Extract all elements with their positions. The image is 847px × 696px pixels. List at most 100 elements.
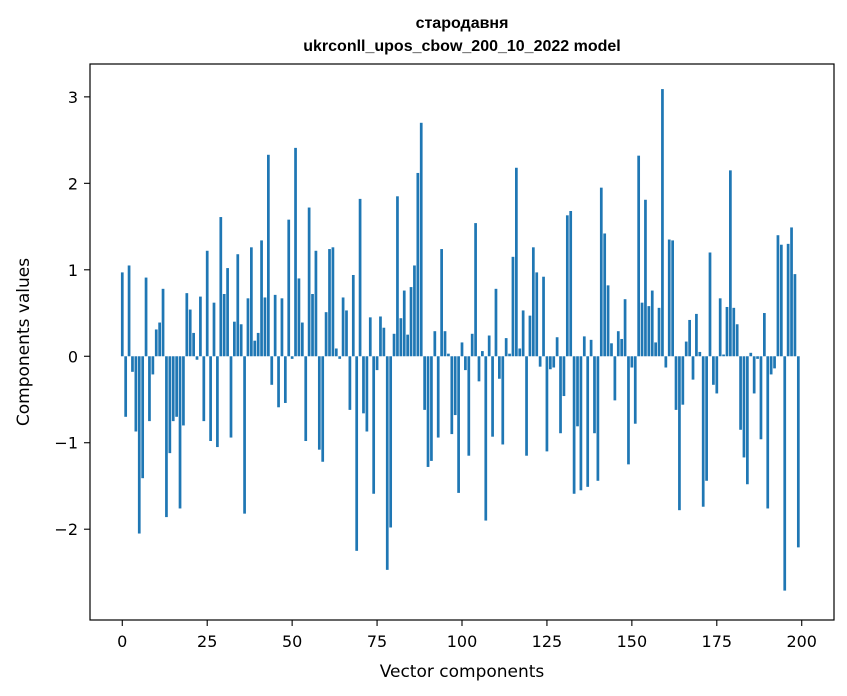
bar-49 bbox=[287, 219, 291, 357]
y-tick-label-3: 3 bbox=[68, 88, 78, 107]
bar-57 bbox=[314, 250, 318, 357]
bar-6 bbox=[141, 356, 145, 479]
bar-68 bbox=[351, 274, 355, 357]
bar-90 bbox=[426, 356, 430, 467]
bar-158 bbox=[657, 307, 661, 357]
bar-147 bbox=[620, 338, 624, 357]
bar-112 bbox=[501, 356, 505, 445]
bar-182 bbox=[739, 356, 742, 430]
bar-189 bbox=[763, 313, 766, 357]
bar-44 bbox=[270, 356, 274, 385]
bar-24 bbox=[202, 356, 206, 422]
bar-164 bbox=[678, 356, 681, 511]
bar-56 bbox=[311, 294, 314, 357]
y-tick-label-2: 2 bbox=[68, 174, 78, 193]
bar-91 bbox=[430, 356, 433, 461]
bar-122 bbox=[535, 272, 539, 357]
bar-137 bbox=[586, 356, 590, 487]
bar-100 bbox=[460, 342, 464, 357]
bar-14 bbox=[168, 356, 172, 454]
bar-47 bbox=[280, 298, 284, 357]
bar-99 bbox=[457, 356, 460, 493]
x-tick-label-75: 75 bbox=[367, 632, 387, 651]
bar-178 bbox=[725, 306, 729, 357]
bar-140 bbox=[596, 356, 600, 481]
x-tick-label-150: 150 bbox=[617, 632, 648, 651]
bar-79 bbox=[389, 356, 393, 528]
bar-183 bbox=[742, 356, 746, 458]
bar-196 bbox=[786, 243, 790, 357]
bar-12 bbox=[161, 288, 165, 357]
x-tick-label-100: 100 bbox=[447, 632, 478, 651]
bar-55 bbox=[307, 207, 311, 357]
y-tick-label--1: −1 bbox=[54, 434, 78, 453]
bar-27 bbox=[212, 302, 216, 357]
bar-3 bbox=[131, 356, 134, 372]
x-axis-ticks: 0 25 50 75 100 125 150 175 200 bbox=[117, 620, 817, 651]
bar-187 bbox=[756, 356, 759, 359]
bar-193 bbox=[776, 235, 780, 357]
bar-198 bbox=[793, 274, 797, 357]
bar-159 bbox=[661, 89, 664, 357]
bar-67 bbox=[348, 356, 352, 410]
bar-62 bbox=[331, 247, 335, 357]
bar-113 bbox=[504, 338, 508, 357]
y-axis-label: Components values bbox=[14, 258, 34, 426]
bar-108 bbox=[487, 335, 491, 357]
bar-169 bbox=[695, 313, 698, 357]
bar-171 bbox=[701, 356, 705, 507]
x-tick-label-0: 0 bbox=[117, 632, 127, 651]
bar-40 bbox=[256, 332, 260, 357]
bar-165 bbox=[681, 356, 685, 405]
bar-70 bbox=[358, 198, 362, 357]
bar-160 bbox=[664, 356, 668, 368]
bar-132 bbox=[569, 211, 573, 357]
bar-139 bbox=[593, 356, 596, 434]
bar-110 bbox=[494, 288, 498, 357]
bar-85 bbox=[409, 287, 413, 357]
bar-149 bbox=[627, 356, 630, 465]
bar-192 bbox=[773, 356, 776, 369]
bar-197 bbox=[790, 227, 793, 357]
bar-59 bbox=[321, 356, 325, 462]
bar-19 bbox=[185, 293, 189, 357]
bar-144 bbox=[610, 343, 613, 357]
x-tick-label-125: 125 bbox=[532, 632, 563, 651]
bar-41 bbox=[260, 240, 263, 357]
bar-75 bbox=[375, 356, 379, 371]
bar-143 bbox=[606, 285, 610, 357]
chart-title: стародавня ukrconll_upos_cbow_200_10_202… bbox=[303, 15, 620, 55]
bar-97 bbox=[450, 356, 454, 435]
bar-37 bbox=[246, 298, 250, 357]
bar-78 bbox=[385, 356, 389, 570]
x-tick-label-175: 175 bbox=[702, 632, 733, 651]
bar-184 bbox=[746, 356, 749, 485]
bar-52 bbox=[297, 278, 301, 357]
bar-7 bbox=[144, 277, 148, 357]
bar-0 bbox=[120, 272, 124, 357]
bar-175 bbox=[715, 356, 719, 394]
bar-106 bbox=[481, 351, 484, 357]
bar-86 bbox=[413, 265, 416, 357]
bar-4 bbox=[134, 356, 138, 432]
bar-50 bbox=[290, 356, 294, 359]
bar-34 bbox=[236, 254, 240, 357]
x-axis-label: Vector components bbox=[380, 662, 545, 682]
bar-172 bbox=[705, 356, 708, 481]
x-tick-label-200: 200 bbox=[786, 632, 817, 651]
bar-93 bbox=[436, 356, 440, 438]
bar-186 bbox=[752, 356, 756, 394]
bar-161 bbox=[667, 239, 671, 357]
bar-39 bbox=[253, 340, 257, 357]
bar-31 bbox=[226, 268, 229, 357]
bar-30 bbox=[222, 294, 226, 357]
x-tick-label-50: 50 bbox=[282, 632, 302, 651]
bar-127 bbox=[552, 356, 556, 368]
bar-152 bbox=[637, 155, 641, 357]
bar-8 bbox=[148, 356, 151, 422]
bar-173 bbox=[708, 252, 712, 357]
bar-166 bbox=[684, 341, 688, 357]
bar-141 bbox=[599, 187, 603, 357]
bar-23 bbox=[199, 296, 202, 357]
bar-191 bbox=[769, 356, 773, 375]
